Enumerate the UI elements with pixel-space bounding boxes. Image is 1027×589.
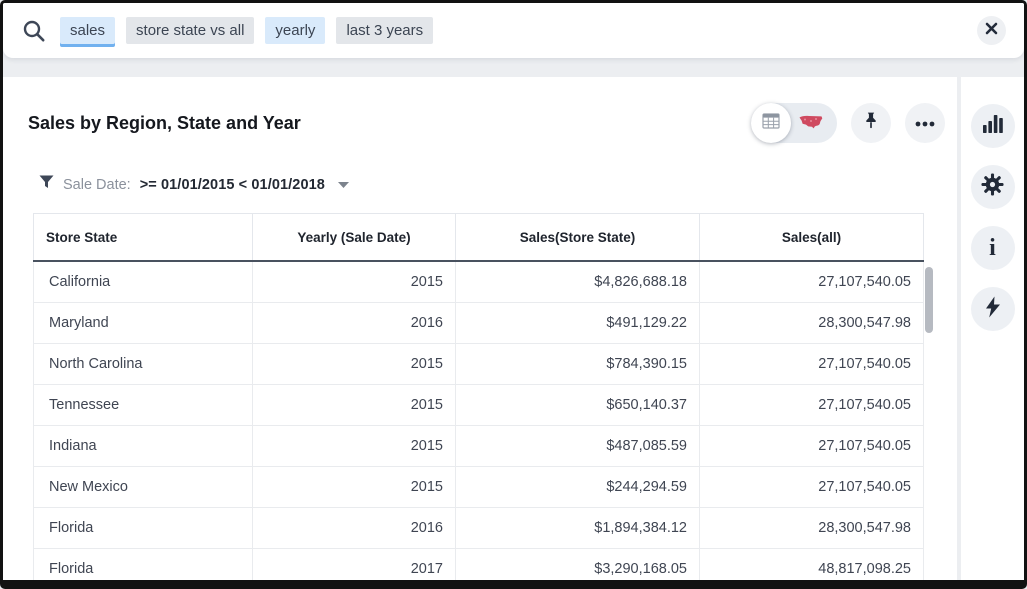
table-row[interactable]: Florida 2016 $1,894,384.12 28,300,547.98	[33, 507, 924, 549]
info-icon: i	[989, 235, 996, 261]
change-visualization-button[interactable]	[970, 104, 1015, 148]
close-search-button[interactable]	[977, 16, 1006, 45]
table-cell: Florida	[33, 507, 253, 549]
table-cell: 27,107,540.05	[699, 425, 924, 467]
table-cell: California	[33, 260, 253, 303]
table-cell: 2015	[252, 384, 456, 426]
ellipsis-icon	[915, 114, 935, 132]
table-row[interactable]: California 2015 $4,826,688.18 27,107,540.05	[33, 260, 924, 303]
table-cell: North Carolina	[33, 343, 253, 385]
table-row[interactable]: Maryland 2016 $491,129.22 28,300,547.98	[33, 302, 924, 344]
table-scrollbar-thumb[interactable]	[925, 267, 933, 333]
bar-chart-icon	[982, 114, 1004, 139]
close-icon	[985, 22, 998, 40]
table-cell: $487,085.59	[455, 425, 700, 467]
column-header[interactable]: Sales(all)	[699, 213, 924, 262]
column-header[interactable]: Sales(Store State)	[455, 213, 700, 262]
table-cell: $4,826,688.18	[455, 260, 700, 303]
table-cell: 2015	[252, 466, 456, 508]
table-cell: 28,300,547.98	[699, 507, 924, 549]
table-cell: 2015	[252, 425, 456, 467]
pushpin-icon	[861, 111, 881, 136]
table-grid-icon	[762, 112, 780, 134]
filter-value: >= 01/01/2015 < 01/01/2018	[139, 176, 325, 193]
us-map-icon	[798, 113, 824, 134]
table-cell: 2015	[252, 343, 456, 385]
table-cell: 27,107,540.05	[699, 384, 924, 426]
table-cell: 28,300,547.98	[699, 302, 924, 344]
table-cell: $784,390.15	[455, 343, 700, 385]
table-cell: 2016	[252, 507, 456, 549]
table-cell: Maryland	[33, 302, 253, 344]
table-body: California 2015 $4,826,688.18 27,107,540.05…	[33, 260, 924, 580]
answer-details-button[interactable]: i	[970, 226, 1015, 270]
search-token[interactable]: store state vs all	[126, 17, 255, 44]
table-cell: $244,294.59	[455, 466, 700, 508]
table-cell: Tennessee	[33, 384, 253, 426]
search-icon	[21, 18, 47, 44]
table-cell: 27,107,540.05	[699, 343, 924, 385]
column-header[interactable]: Yearly (Sale Date)	[252, 213, 456, 262]
search-token[interactable]: yearly	[265, 17, 326, 44]
table-cell: $3,290,168.05	[455, 548, 700, 580]
table-row[interactable]: New Mexico 2015 $244,294.59 27,107,540.05	[33, 466, 924, 508]
table-cell: $491,129.22	[455, 302, 700, 344]
answer-controls	[751, 103, 945, 143]
gear-icon	[981, 173, 1004, 201]
table-cell: 27,107,540.05	[699, 260, 924, 303]
search-input[interactable]: sales store state vs all yearly last 3 year…	[60, 17, 965, 44]
table-view-button[interactable]	[751, 103, 791, 143]
table-row[interactable]: North Carolina 2015 $784,390.15 27,107,540.…	[33, 343, 924, 385]
table-cell: 2016	[252, 302, 456, 344]
filter-icon	[39, 175, 54, 194]
settings-button[interactable]	[970, 165, 1015, 209]
table-cell: Florida	[33, 548, 253, 580]
table-row[interactable]: Indiana 2015 $487,085.59 27,107,540.05	[33, 425, 924, 467]
table-header-row: Store State Yearly (Sale Date) Sales(Store…	[33, 213, 924, 262]
map-view-button[interactable]	[791, 103, 831, 143]
table-cell: $1,894,384.12	[455, 507, 700, 549]
table-cell: 48,817,098.25	[699, 548, 924, 580]
table-cell: $650,140.37	[455, 384, 700, 426]
table-cell: New Mexico	[33, 466, 253, 508]
spotiq-insights-button[interactable]	[970, 287, 1015, 331]
table-row[interactable]: Florida 2017 $3,290,168.05 48,817,098.25	[33, 548, 924, 580]
column-header[interactable]: Store State	[33, 213, 253, 262]
table-cell: 2015	[252, 260, 456, 303]
table-row[interactable]: Tennessee 2015 $650,140.37 27,107,540.05	[33, 384, 924, 426]
table-cell: 2017	[252, 548, 456, 580]
answer-title: Sales by Region, State and Year	[28, 113, 301, 133]
view-toggle[interactable]	[751, 103, 837, 143]
pin-button[interactable]	[851, 103, 891, 143]
search-token[interactable]: last 3 years	[336, 17, 434, 44]
right-icon-rail: i	[961, 77, 1024, 580]
search-token[interactable]: sales	[60, 17, 116, 44]
chevron-down-icon[interactable]	[337, 181, 349, 188]
lightning-bolt-icon	[985, 296, 1001, 323]
more-options-button[interactable]	[905, 103, 945, 143]
search-bar[interactable]: sales store state vs all yearly last 3 year…	[3, 3, 1024, 58]
table-cell: Indiana	[33, 425, 253, 467]
table-cell: 27,107,540.05	[699, 466, 924, 508]
results-table: Store State Yearly (Sale Date) Sales(Store…	[33, 213, 924, 580]
answer-panel: Sales by Region, State and Year	[3, 77, 957, 580]
filter-chip[interactable]: Sale Date: >= 01/01/2015 < 01/01/2018	[39, 175, 349, 194]
filter-label: Sale Date:	[63, 176, 131, 193]
